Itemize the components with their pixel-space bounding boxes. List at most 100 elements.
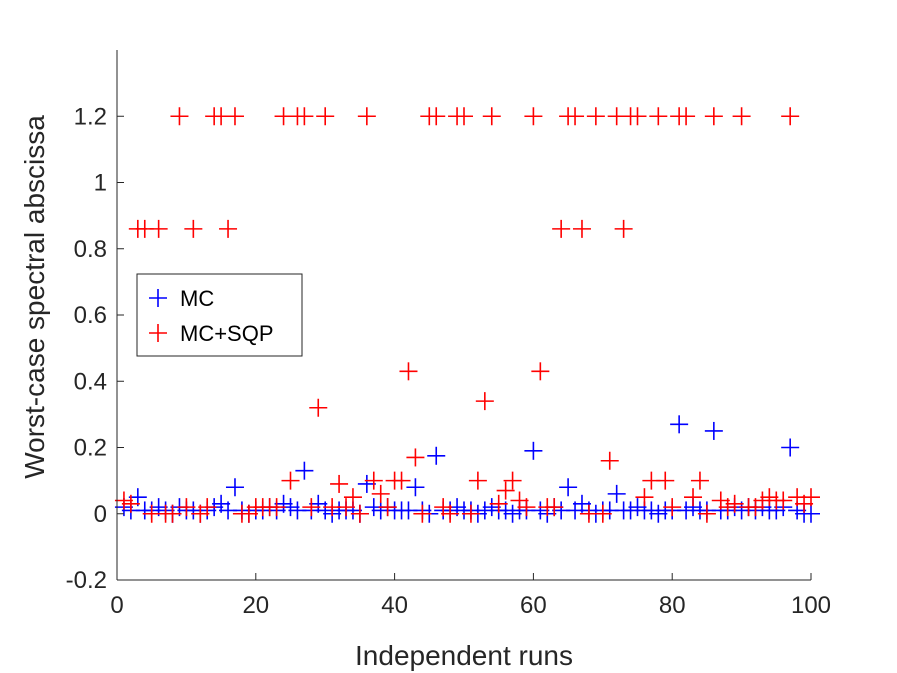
- y-tick-label: 0.8: [74, 236, 107, 263]
- data-point: [677, 107, 696, 126]
- data-point: [302, 498, 321, 517]
- data-point: [121, 494, 140, 513]
- data-point: [572, 219, 591, 238]
- data-point: [732, 107, 751, 126]
- data-point: [149, 219, 168, 238]
- data-point: [593, 504, 612, 523]
- x-tick-label: 0: [110, 592, 123, 619]
- data-point: [406, 478, 425, 497]
- data-point: [482, 498, 501, 517]
- data-point: [441, 504, 460, 523]
- data-point: [316, 107, 335, 126]
- data-point: [496, 481, 515, 500]
- data-point: [524, 441, 543, 460]
- y-tick-label: 0.2: [74, 435, 107, 462]
- data-point: [295, 107, 314, 126]
- data-point: [781, 107, 800, 126]
- data-point: [628, 498, 647, 517]
- series-mc: [114, 415, 820, 523]
- y-tick-label: 1: [94, 170, 107, 197]
- data-point: [114, 491, 133, 510]
- y-tick-label: 1.2: [74, 103, 107, 130]
- data-point: [170, 107, 189, 126]
- ticks: 0 20 40 60 80 100-0.200.20.40.60.811.2: [66, 103, 831, 619]
- data-point: [350, 504, 369, 523]
- data-point: [725, 494, 744, 513]
- data-point: [774, 491, 793, 510]
- y-tick-label: 0.4: [74, 368, 107, 395]
- data-point: [468, 471, 487, 490]
- data-point: [649, 504, 668, 523]
- data-point: [524, 107, 543, 126]
- data-point: [309, 398, 328, 417]
- legend-marker: [149, 289, 167, 307]
- data-point: [475, 392, 494, 411]
- data-point: [281, 471, 300, 490]
- legend-marker-mc-sqp: [149, 324, 167, 342]
- data-point: [177, 498, 196, 517]
- data-point: [413, 504, 432, 523]
- data-point: [552, 219, 571, 238]
- data-point: [607, 484, 626, 503]
- data-point: [225, 107, 244, 126]
- data-point: [219, 219, 238, 238]
- data-point: [455, 107, 473, 126]
- data-point: [781, 438, 800, 457]
- data-point: [697, 504, 716, 523]
- data-point: [337, 498, 356, 517]
- data-point: [406, 448, 425, 467]
- data-point: [343, 488, 362, 507]
- data-point: [517, 498, 536, 517]
- data-point: [545, 498, 564, 517]
- data-point: [559, 478, 578, 497]
- data-point: [684, 488, 703, 507]
- data-point: [295, 461, 314, 480]
- legend: MC MC+SQP: [136, 273, 303, 357]
- data-point: [392, 471, 411, 490]
- data-point: [718, 498, 737, 517]
- data-point: [670, 415, 689, 434]
- legend-label-mc-sqp: MC+SQP: [180, 321, 274, 346]
- data-point: [330, 474, 349, 493]
- data-point: [378, 498, 397, 517]
- data-point: [531, 362, 550, 381]
- legend-marker: [149, 324, 167, 342]
- x-tick-label: 40: [381, 592, 408, 619]
- data-point: [503, 471, 522, 490]
- data-point: [482, 107, 501, 126]
- legend-label-mc: MC: [180, 286, 214, 311]
- data-point: [427, 446, 446, 465]
- y-tick-label: 0.6: [74, 302, 107, 329]
- data-point: [461, 504, 480, 523]
- x-axis-title: Independent runs: [355, 640, 573, 671]
- data-point: [628, 107, 647, 126]
- data-point: [600, 451, 619, 470]
- x-tick-label: 20: [242, 592, 269, 619]
- legend-box: [136, 273, 303, 357]
- data-point: [357, 474, 376, 493]
- y-axis-title: Worst-case spectral abscissa: [19, 115, 50, 479]
- data-point: [635, 488, 654, 507]
- data-point: [704, 107, 723, 126]
- data-point: [503, 504, 522, 523]
- data-point: [198, 498, 217, 517]
- x-tick-label: 80: [659, 592, 686, 619]
- data-point: [614, 219, 633, 238]
- data-point: [489, 494, 508, 513]
- x-tick-label: 100: [791, 592, 831, 619]
- x-tick-label: 60: [520, 592, 547, 619]
- data-point: [399, 362, 418, 381]
- data-point: [649, 107, 668, 126]
- data-point: [427, 107, 446, 126]
- data-marks: [114, 107, 820, 523]
- data-point: [663, 498, 682, 517]
- data-point: [225, 478, 244, 497]
- data-point: [184, 219, 203, 238]
- data-point: [704, 421, 723, 440]
- data-point: [371, 484, 390, 503]
- y-tick-label: 0: [94, 501, 107, 528]
- data-point: [656, 471, 675, 490]
- data-point: [531, 501, 550, 520]
- data-point: [163, 504, 182, 523]
